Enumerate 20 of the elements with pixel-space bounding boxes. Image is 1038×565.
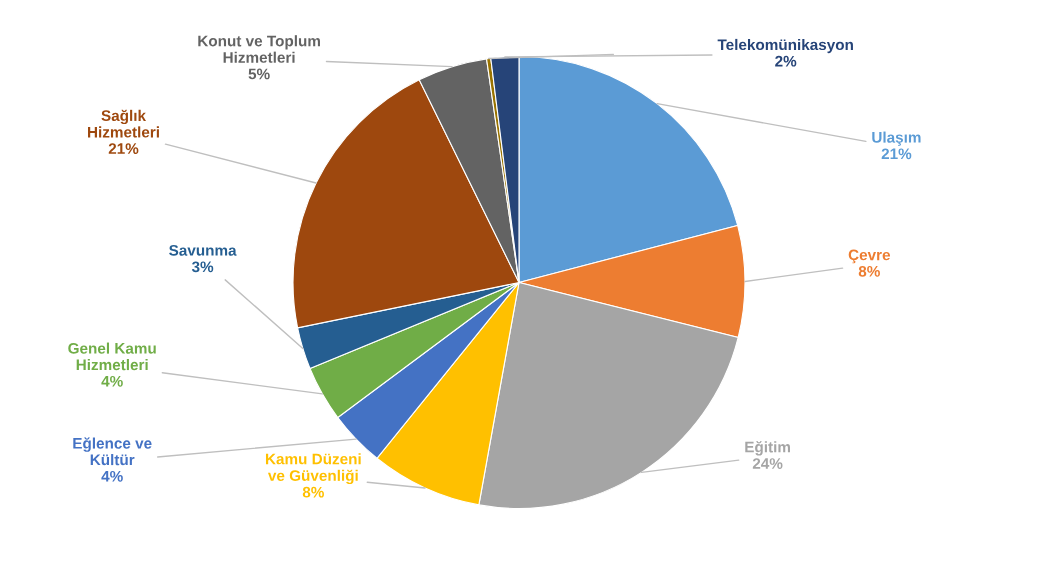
slice-label: Eğlence ve Kültür [73,437,152,466]
slice-label: Savunma [169,244,237,256]
slice-label: Çevre [848,249,891,264]
slice-label: Konut ve Toplum Hizmetleri [198,35,320,63]
data-label: 3% [191,261,214,273]
slice-label: Telekomünikasyon [717,38,853,54]
data-label: 2% [775,55,797,67]
data-label: 21% [108,143,139,154]
data-label: 21% [881,148,912,160]
data-label: 5% [248,68,270,80]
data-label: 24% [752,458,783,469]
slice-label: Kamu Düzeni ve Güvenliği [265,453,361,485]
data-label: 8% [302,486,324,498]
slice-label: Genel Kamu Hizmetleri [68,342,156,371]
slice-label: Eğitim [745,441,790,456]
data-label: 4% [101,375,123,387]
slice-label: Sağlık Hizmetleri [88,109,159,138]
data-label: 8% [858,265,880,277]
data-label: 4% [101,470,123,482]
slice-label: Ulaşım [872,131,921,146]
